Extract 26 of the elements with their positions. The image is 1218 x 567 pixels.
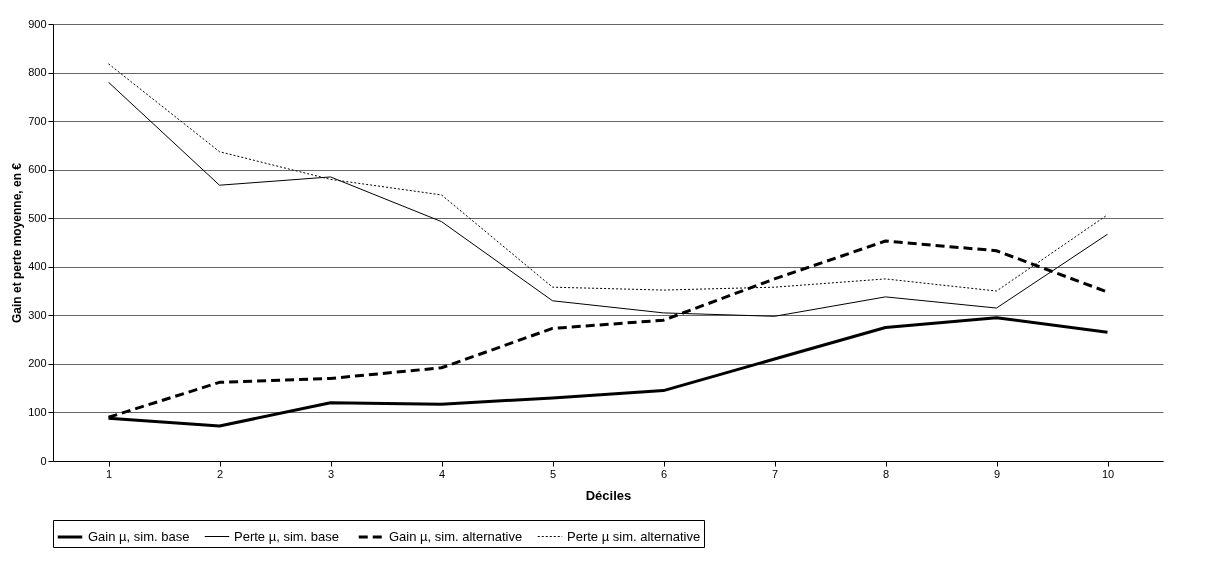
y-axis-title: Gain et perte moyenne, en € (10, 162, 25, 324)
x-tick-label: 2 (216, 467, 224, 480)
y-tick-label: 700 (28, 114, 47, 127)
legend-label: Gain µ, sim. base (88, 529, 190, 544)
y-tick-label: 900 (28, 17, 47, 30)
x-tick-label: 1 (105, 467, 113, 480)
x-tick-label: 5 (549, 467, 557, 480)
legend-label: Perte µ, sim. base (234, 528, 340, 544)
y-tick-label: 200 (28, 357, 47, 370)
y-tick-label: 800 (28, 66, 47, 79)
y-tick-label: 600 (28, 163, 47, 176)
x-tick-label: 4 (438, 467, 446, 480)
x-tick-label: 10 (1101, 467, 1115, 480)
x-tick-label: 3 (327, 467, 335, 480)
y-tick-label: 300 (28, 308, 47, 321)
x-tick-label: 8 (882, 467, 890, 480)
legend-label: Gain µ, sim. alternative (389, 529, 523, 544)
x-tick-label: 6 (660, 467, 668, 480)
y-tick-label: 400 (28, 260, 47, 273)
x-tick-label: 7 (771, 467, 779, 480)
x-tick-label: 9 (993, 467, 1001, 480)
y-tick-label: 100 (28, 405, 47, 418)
y-tick-label: 0 (40, 454, 47, 467)
legend-label: Perte µ sim. alternative (567, 528, 701, 544)
y-tick-label: 500 (28, 211, 47, 224)
x-axis-title: Déciles (585, 487, 632, 503)
